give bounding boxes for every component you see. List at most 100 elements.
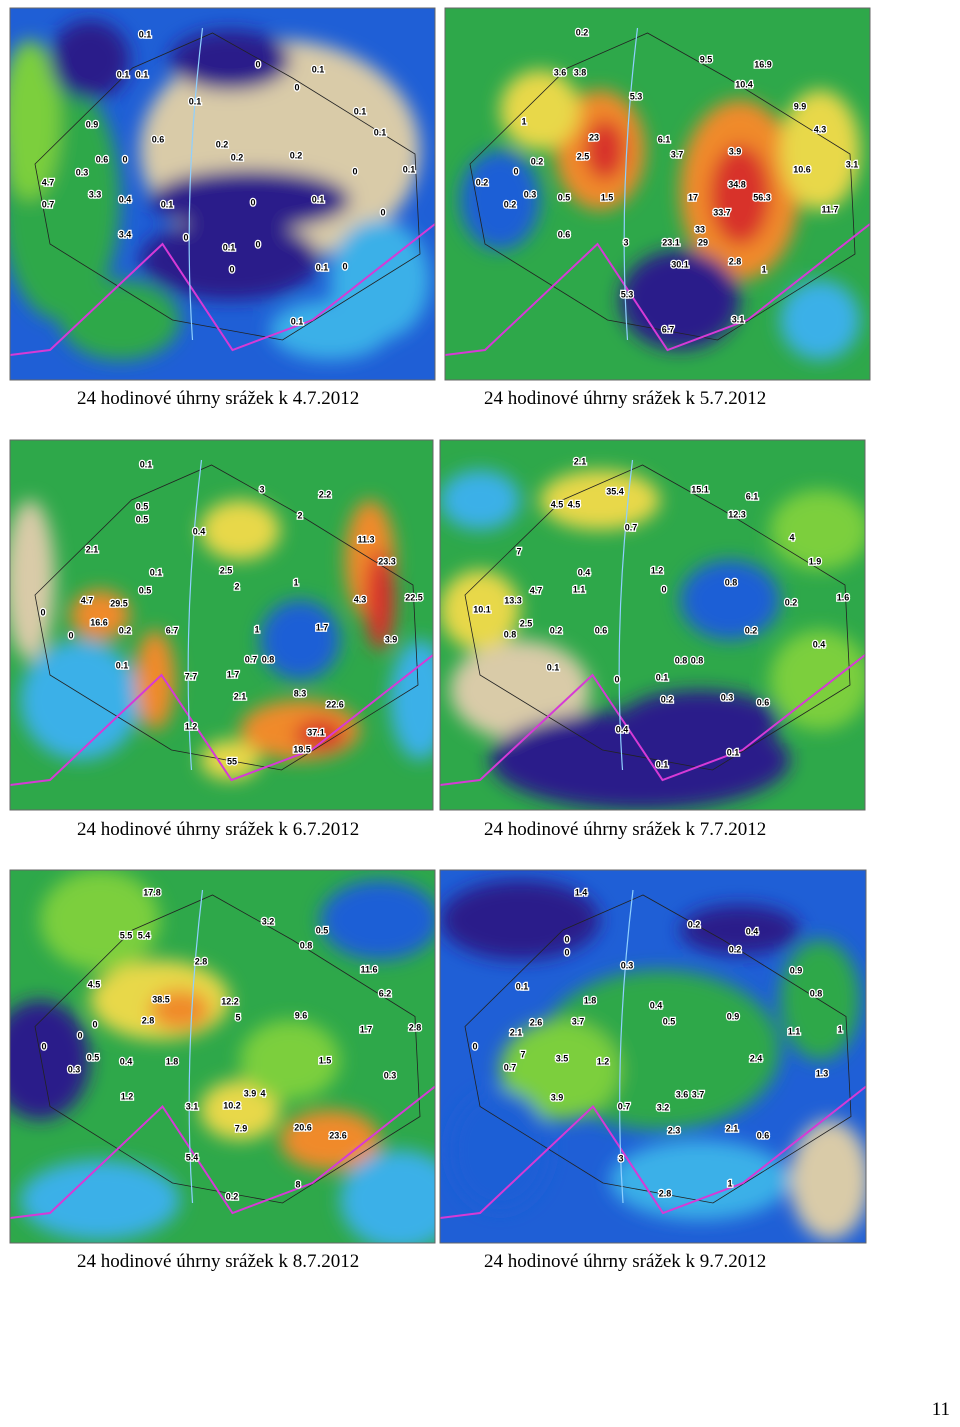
precip-area: [295, 720, 345, 750]
map-frame: [9, 439, 434, 811]
map-label: 2.8: [195, 956, 208, 966]
region-outline: [34, 32, 421, 341]
map-label: 3.1: [186, 1101, 199, 1111]
map-label: 15.1: [691, 484, 709, 494]
region-outline: [464, 464, 851, 771]
precip-area: [200, 740, 260, 780]
precip-area: [440, 570, 520, 650]
map-frame: [439, 869, 867, 1244]
precip-area: [610, 1140, 790, 1220]
precip-area: [10, 1000, 90, 1120]
map-label: 0.6: [757, 1130, 770, 1140]
map-label: 0.1: [516, 981, 529, 991]
map-label: 3.3: [89, 189, 102, 199]
precip-area: [40, 870, 160, 970]
map-label: 4.5: [551, 499, 564, 509]
map-label: 10.2: [223, 1100, 241, 1110]
map-label: 4.7: [530, 585, 543, 595]
map-label: 3: [259, 484, 264, 494]
map-label: 2.1: [726, 1123, 739, 1133]
map-label: 17: [688, 192, 698, 202]
map-label: 0.4: [119, 194, 132, 204]
map-label: 0.6: [96, 154, 109, 164]
map-label: 0: [294, 82, 299, 92]
precip-area: [440, 470, 520, 530]
map-label: 0.2: [216, 139, 229, 149]
map-label: 23.3: [378, 556, 396, 566]
map-label: 0: [92, 1019, 97, 1029]
map-label: 0.9: [86, 119, 99, 129]
map-label: 0.1: [547, 662, 560, 672]
map-label: 23.6: [329, 1130, 347, 1140]
map-label: 1: [761, 264, 766, 274]
precip-area: [450, 1090, 550, 1210]
map-label: 0.7: [625, 522, 638, 532]
river: [187, 459, 203, 771]
map-label: 0.2: [504, 199, 517, 209]
map-label: 0.1: [140, 459, 153, 469]
map-label: 0.7: [618, 1101, 631, 1111]
precip-area: [170, 30, 290, 90]
map-label: 0.8: [810, 988, 823, 998]
precip-area: [20, 1160, 180, 1240]
precip-area: [20, 640, 140, 760]
map-label: 9.6: [295, 1010, 308, 1020]
map-label: 0.2: [729, 944, 742, 954]
map-label: 0.1: [223, 242, 236, 252]
map-frame: [9, 7, 436, 381]
precip-area: [780, 90, 860, 210]
radar-map: [10, 8, 435, 380]
state-border: [445, 223, 870, 356]
precip-area: [280, 1110, 380, 1170]
map-label: 3.6: [554, 67, 567, 77]
map-label: 6.7: [166, 625, 179, 635]
map-label: 3.9: [551, 1092, 564, 1102]
map-label: 0.4: [120, 1056, 133, 1066]
map-label: 2.1: [574, 456, 587, 466]
map-label: 1.5: [601, 192, 614, 202]
map-label: 0.6: [595, 625, 608, 635]
map-label: 18.5: [293, 744, 311, 754]
state-border: [440, 654, 865, 786]
map-label: 5.3: [630, 91, 643, 101]
map-label: 23.1: [662, 237, 680, 247]
map-label: 11.6: [360, 964, 377, 974]
map-label: 6.1: [746, 491, 759, 501]
map-label: 0.2: [231, 152, 244, 162]
map-label: 1.8: [166, 1056, 179, 1066]
map-label: 0.3: [384, 1070, 397, 1080]
map-label: 10.1: [473, 604, 491, 614]
map-label: 0.1: [312, 194, 325, 204]
map-label: 4.5: [88, 979, 101, 989]
map-label: 2.1: [86, 544, 99, 554]
map-label: 3.1: [732, 314, 745, 324]
map-label: 0.5: [136, 514, 149, 524]
map-label: 0.2: [476, 177, 489, 187]
river: [619, 889, 634, 1204]
map-label: 0.2: [745, 625, 758, 635]
map-label: 0.5: [316, 925, 329, 935]
map-label: 0.4: [616, 724, 629, 734]
map-label: 7: [520, 1049, 525, 1059]
map-label: 3.9: [385, 634, 398, 644]
map-label: 16.9: [754, 59, 772, 69]
map-label: 0.6: [558, 229, 571, 239]
precip-area: [270, 300, 390, 360]
map-label: 22.5: [405, 592, 423, 602]
region-outline: [34, 464, 419, 771]
precip-area: [200, 1080, 280, 1140]
map-label: 0.1: [656, 759, 669, 769]
map-label: 33.7: [713, 207, 731, 217]
map-label: 2.8: [409, 1022, 422, 1032]
state-border: [10, 1085, 435, 1219]
precip-area: [770, 630, 865, 730]
map-label: 0.9: [727, 1011, 740, 1021]
precip-area: [10, 500, 55, 660]
map-label: 0.5: [663, 1016, 676, 1026]
map-label: 38.5: [152, 994, 170, 1004]
map-label: 12.3: [728, 509, 746, 519]
map-frame: [439, 439, 866, 811]
precip-area: [390, 640, 433, 760]
map-label: 0: [342, 261, 347, 271]
